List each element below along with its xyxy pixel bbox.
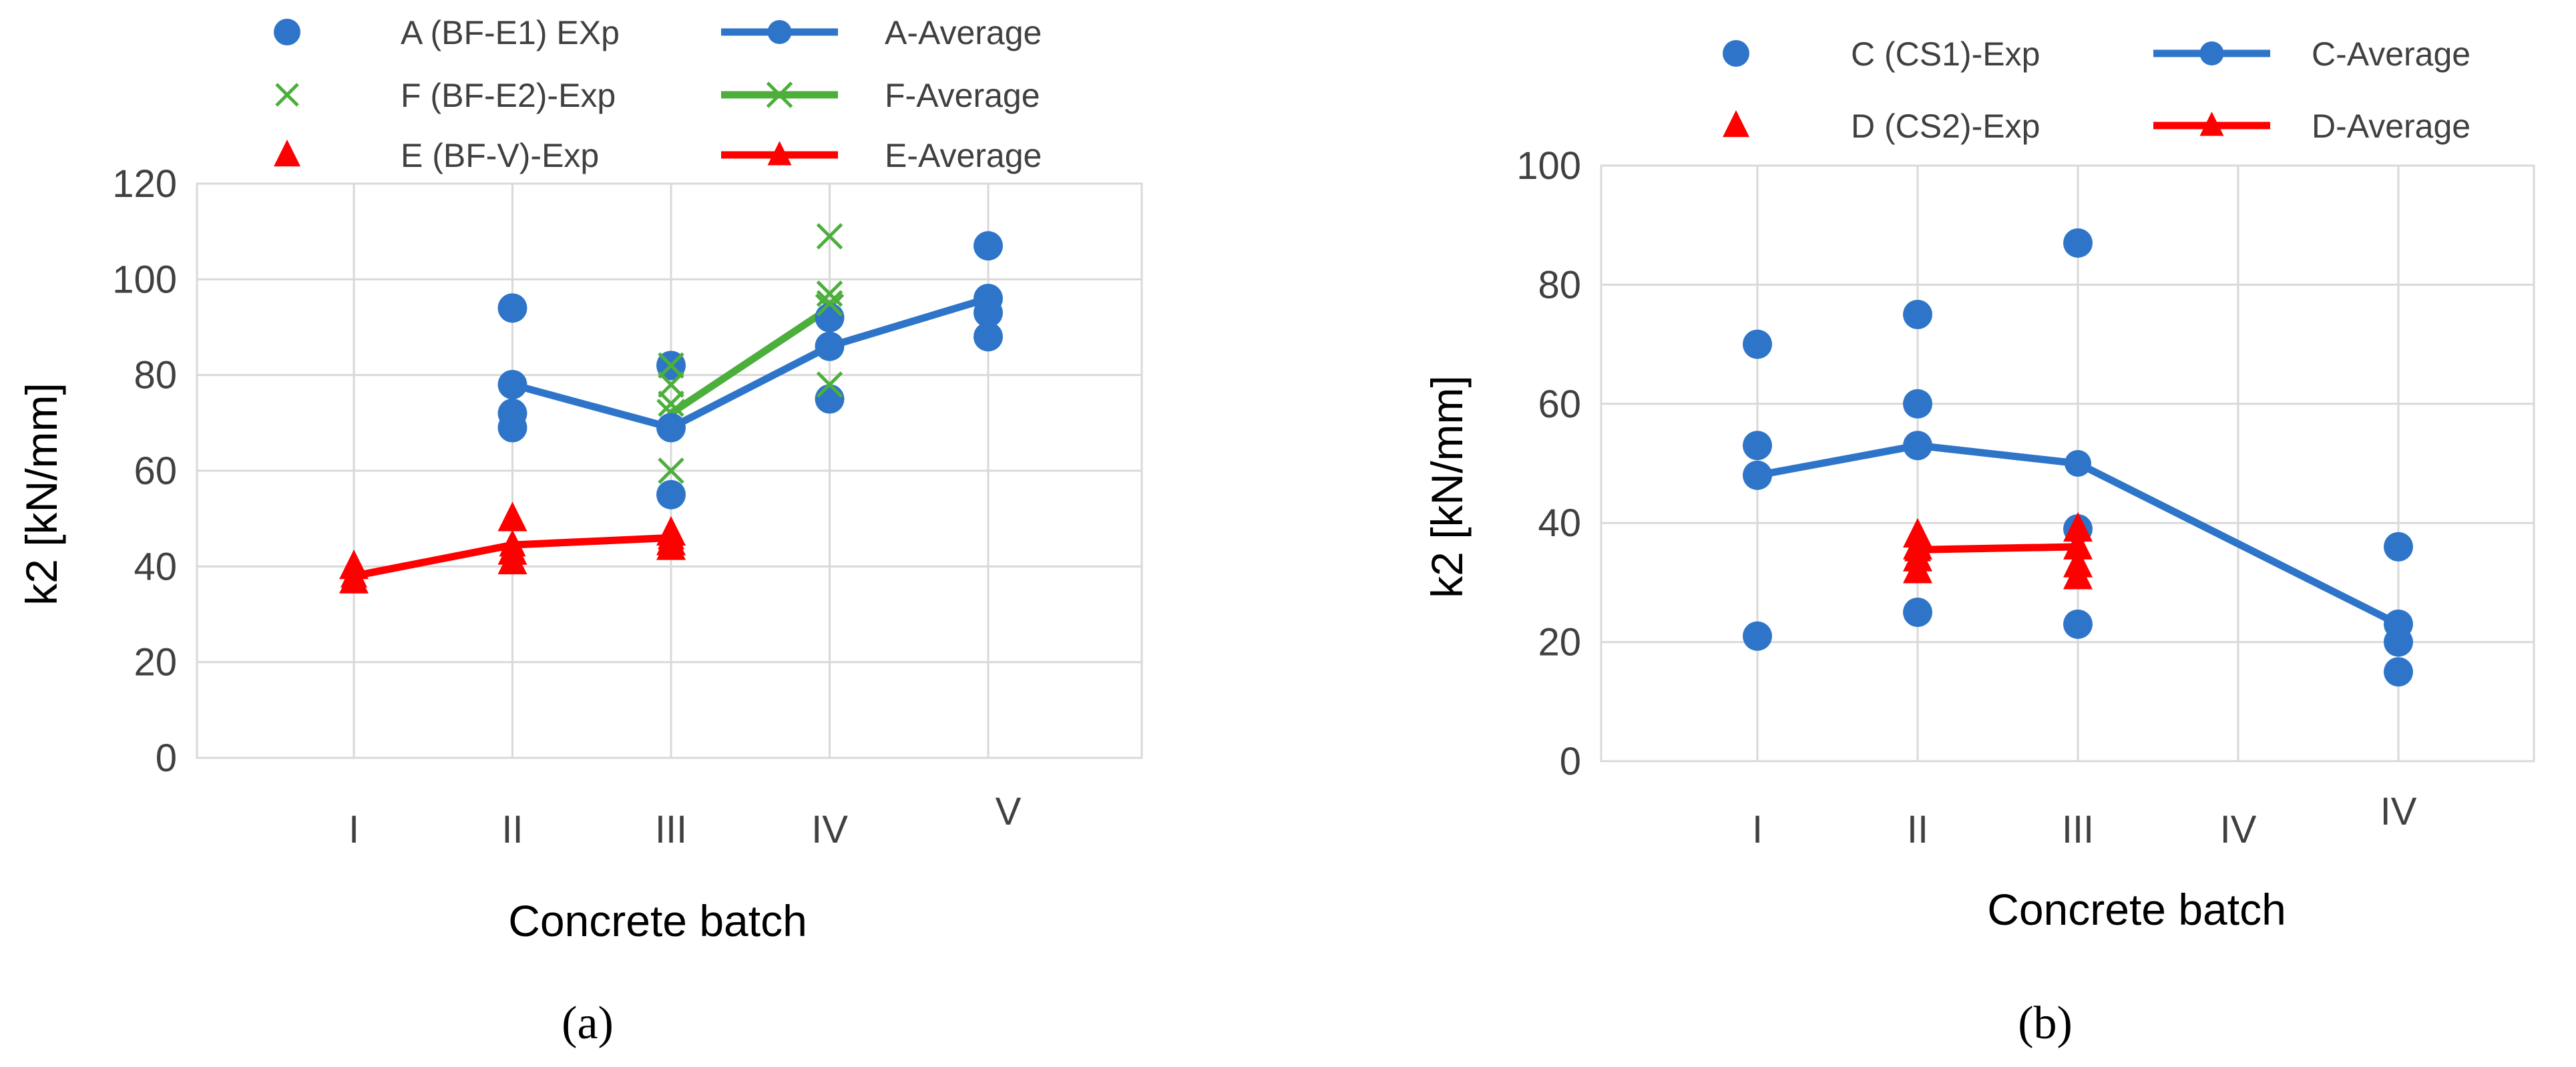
data-point bbox=[1743, 460, 1772, 490]
data-point bbox=[1903, 598, 1932, 627]
legend-marker bbox=[1723, 110, 1749, 138]
data-point bbox=[974, 231, 1003, 261]
data-point bbox=[497, 293, 527, 323]
data-point bbox=[974, 298, 1003, 328]
y-axis-title: k2 [kN/mm] bbox=[17, 383, 66, 606]
data-point bbox=[816, 280, 843, 307]
legend-marker bbox=[767, 20, 792, 44]
legend-label: E-Average bbox=[885, 137, 1042, 174]
legend-marker bbox=[2199, 112, 2224, 136]
data-point bbox=[658, 352, 684, 379]
data-point bbox=[816, 223, 843, 250]
data-point bbox=[2063, 609, 2093, 639]
x-category-label: V bbox=[996, 790, 1022, 833]
y-tick-label: 20 bbox=[134, 641, 177, 684]
data-point bbox=[497, 501, 527, 531]
series-line bbox=[667, 304, 833, 417]
data-point bbox=[339, 564, 369, 594]
data-point bbox=[815, 302, 845, 333]
x-category-label: III bbox=[2062, 808, 2094, 851]
panel-caption: (b) bbox=[2018, 998, 2073, 1049]
legend-label: A-Average bbox=[885, 14, 1042, 51]
average-point bbox=[2065, 450, 2091, 477]
data-point bbox=[2384, 627, 2413, 657]
legend-label: F (BF-E2)-Exp bbox=[401, 77, 616, 114]
x-axis-title: Concrete batch bbox=[1987, 885, 2286, 934]
data-point bbox=[2384, 531, 2413, 562]
y-tick-label: 80 bbox=[1538, 263, 1581, 306]
data-point bbox=[816, 290, 843, 316]
legend-marker bbox=[274, 19, 300, 45]
data-point bbox=[497, 544, 527, 575]
data-point bbox=[2063, 228, 2093, 258]
y-tick-label: 20 bbox=[1538, 621, 1581, 664]
data-point bbox=[1743, 431, 1772, 461]
data-point bbox=[816, 371, 843, 398]
data-point bbox=[1743, 621, 1772, 651]
y-tick-label: 60 bbox=[1538, 383, 1581, 426]
plot-area bbox=[196, 182, 1143, 759]
legend-label: C (CS1)-Exp bbox=[1851, 35, 2040, 73]
legend-label: F-Average bbox=[885, 77, 1040, 114]
x-category-label: III bbox=[655, 808, 687, 851]
data-point bbox=[497, 413, 527, 443]
x-category-label: IV bbox=[811, 808, 848, 851]
legend-marker bbox=[766, 81, 793, 108]
x-category-label: I bbox=[349, 808, 359, 851]
y-tick-label: 100 bbox=[1516, 144, 1581, 188]
data-point bbox=[2063, 529, 2093, 560]
x-category-label: II bbox=[1907, 808, 1928, 851]
legend-marker bbox=[1723, 40, 1749, 67]
data-point bbox=[1903, 431, 1932, 461]
data-point bbox=[1903, 300, 1932, 329]
y-tick-label: 80 bbox=[134, 354, 177, 397]
y-tick-label: 120 bbox=[112, 162, 177, 206]
data-point bbox=[658, 371, 684, 398]
series-line bbox=[1914, 543, 2082, 554]
plot-area bbox=[1600, 164, 2535, 763]
panel-caption: (a) bbox=[562, 998, 614, 1049]
legend-label: D (CS2)-Exp bbox=[1851, 108, 2040, 145]
data-point bbox=[2384, 657, 2413, 687]
y-tick-label: 60 bbox=[134, 449, 177, 493]
y-axis-title: k2 [kN/mm] bbox=[1422, 375, 1472, 598]
legend-label: C-Average bbox=[2312, 35, 2471, 73]
y-tick-label: 40 bbox=[134, 545, 177, 588]
data-point bbox=[1743, 329, 1772, 359]
x-category-label: I bbox=[1752, 808, 1763, 851]
data-point bbox=[974, 322, 1003, 352]
legend-label: A (BF-E1) EXp bbox=[401, 14, 620, 51]
data-point bbox=[1903, 389, 1932, 419]
x-category-label: IV bbox=[2380, 790, 2417, 833]
legend-label: E (BF-V)-Exp bbox=[401, 137, 599, 174]
data-point bbox=[497, 370, 527, 399]
legend-marker bbox=[2199, 41, 2224, 65]
data-point bbox=[815, 331, 845, 361]
data-point bbox=[656, 413, 686, 443]
y-tick-label: 40 bbox=[1538, 501, 1581, 545]
x-category-label: II bbox=[501, 808, 523, 851]
data-point bbox=[658, 390, 684, 417]
y-tick-label: 0 bbox=[156, 736, 177, 780]
legend-label: D-Average bbox=[2312, 108, 2471, 145]
series-line bbox=[509, 294, 992, 431]
data-point bbox=[1903, 554, 1932, 584]
x-category-label: IV bbox=[2220, 808, 2257, 851]
y-tick-label: 0 bbox=[1560, 740, 1581, 783]
data-point bbox=[815, 384, 845, 414]
legend-marker bbox=[767, 141, 792, 166]
series-line bbox=[1753, 441, 2402, 628]
data-point bbox=[2063, 560, 2093, 590]
data-point bbox=[656, 479, 686, 509]
data-point bbox=[658, 457, 684, 484]
legend-marker bbox=[274, 140, 300, 167]
y-tick-label: 100 bbox=[112, 258, 177, 301]
data-point bbox=[656, 530, 686, 560]
data-point bbox=[2063, 511, 2093, 542]
legend-marker bbox=[275, 83, 299, 107]
x-axis-title: Concrete batch bbox=[508, 896, 807, 945]
